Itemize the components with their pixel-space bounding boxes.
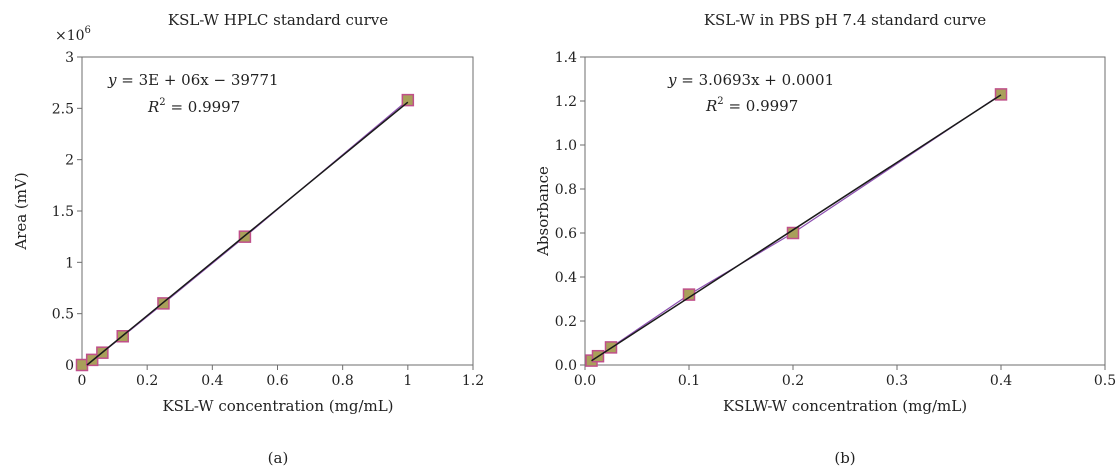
x-tick-label: 0.0 [574,373,596,389]
r-value: = 0.9997 [166,98,241,116]
y-axis-label: Area (mV) [12,172,30,250]
y-multiplier-base: ×10 [55,28,85,44]
chart-title: KSL-W HPLC standard curve [168,11,388,29]
y-axis-label: Absorbance [534,166,552,257]
x-tick-label: 0.2 [136,373,158,389]
regression-equation: y = 3E + 06x − 39771 [107,71,279,89]
data-point [994,88,1008,101]
y-tick-label: 1.0 [555,138,577,154]
y-tick-labels: 0.0 0.2 0.4 0.6 0.8 1.0 1.2 1.4 [555,50,577,374]
chart-panel-b: KSL-W in PBS pH 7.4 standard curve 0.0 0… [534,11,1116,467]
data-point [401,93,415,107]
x-tick-labels: 0 0.2 0.4 0.6 0.8 1 1.2 [78,373,485,389]
x-tick-label: 0.6 [266,373,288,389]
y-multiplier-exponent: 6 [85,25,91,36]
tick-marks [77,56,474,370]
data-marks [75,93,415,372]
regression-equation: y = 3.0693x + 0.0001 [667,71,834,89]
y-tick-label: 1.5 [52,204,74,220]
x-tick-label: 0.8 [332,373,354,389]
y-tick-label: 0.4 [555,270,577,286]
r-exponent: 2 [717,96,723,107]
y-tick-label: 1.4 [555,50,577,66]
x-tick-label: 1 [403,373,412,389]
trendline [86,101,409,366]
data-point [238,230,252,243]
r-label: R [147,98,159,116]
data-marks [585,88,1008,367]
y-tick-label: 0.0 [555,358,577,374]
y-tick-label: 0 [65,358,74,374]
trendline [591,94,1002,362]
y-tick-label: 0.2 [555,314,577,330]
y-tick-label: 2.5 [52,101,74,117]
x-axis-label: KSL-W concentration (mg/mL) [162,397,393,415]
x-tick-label: 0.1 [678,373,700,389]
chart-panel-a: KSL-W HPLC standard curve ×106 0 0.5 1 1… [12,11,484,467]
panel-caption: (b) [834,449,855,467]
x-axis-label: KSLW-W concentration (mg/mL) [723,397,967,415]
tick-marks [580,56,1106,370]
x-tick-label: 0.4 [201,373,223,389]
x-tick-label: 0.3 [886,373,908,389]
r-squared: R2 = 0.9997 [705,96,798,115]
y-tick-label: 1.2 [555,94,577,110]
x-tick-label: 0.2 [782,373,804,389]
data-point [75,358,89,372]
y-tick-label: 1 [65,255,74,271]
equation-y: y [107,71,117,89]
r-exponent: 2 [159,97,165,108]
equation-y: y [667,71,677,89]
plot-area [584,56,1106,366]
x-tick-labels: 0.0 0.1 0.2 0.3 0.4 0.5 [574,373,1116,389]
panel-caption: (a) [268,449,289,467]
y-tick-label: 3 [65,50,74,66]
equation-rest: = 3.0693x + 0.0001 [676,71,834,89]
y-tick-label: 2 [65,153,74,169]
y-tick-labels: 0 0.5 1 1.5 2 2.5 3 [52,50,74,374]
data-point [157,297,170,310]
x-tick-label: 0.4 [990,373,1012,389]
r-value: = 0.9997 [724,97,799,115]
x-tick-label: 0 [78,373,87,389]
y-multiplier-label: ×106 [55,25,91,44]
y-tick-label: 0.8 [555,182,577,198]
r-squared: R2 = 0.9997 [147,97,240,116]
x-tick-label: 0.5 [1094,373,1116,389]
equation-rest: = 3E + 06x − 39771 [116,71,278,89]
chart-title: KSL-W in PBS pH 7.4 standard curve [704,11,986,29]
y-tick-label: 0.5 [52,307,74,323]
y-tick-label: 0.6 [555,226,577,242]
plot-area [81,56,474,366]
r-label: R [705,97,717,115]
x-tick-label: 1.2 [462,373,484,389]
